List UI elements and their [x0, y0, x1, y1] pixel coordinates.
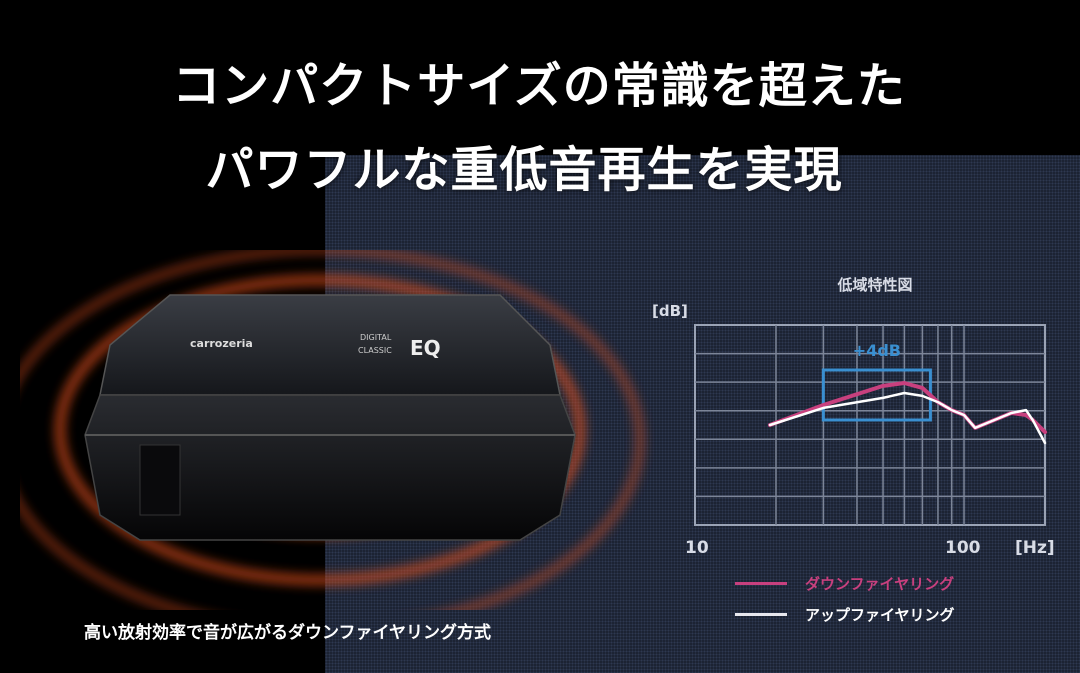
annotation-label: +4dB [853, 341, 901, 360]
legend-item-up-firing: アップファイヤリング [735, 604, 955, 625]
headline-line-1: コンパクトサイズの常識を超えた [172, 58, 906, 114]
plot-frame [694, 324, 1046, 526]
x-tick-label-100: 100 [945, 538, 981, 558]
badge-digital: DIGITAL [360, 333, 392, 342]
x-tick-label-10: 10 [685, 538, 709, 558]
legend-label-up: アップファイヤリング [805, 606, 955, 624]
series-line-down-firing [768, 381, 1047, 435]
legend-label-down: ダウンファイヤリング [805, 575, 955, 593]
x-axis-label: [Hz] [1015, 538, 1055, 558]
brand-logo-text: carrozeria [190, 337, 253, 350]
caption-text: 高い放射効率で音が広がるダウンファイヤリング方式 [84, 623, 491, 643]
legend-swatch-up [735, 613, 787, 616]
product-image-subwoofer: carrozeria DIGITAL CLASSIC EQ [84, 294, 576, 541]
legend-item-down-firing: ダウンファイヤリング [735, 573, 954, 594]
chart-title: 低域特性図 [837, 276, 913, 294]
headline-line-2: パワフルな重低音再生を実現 [205, 142, 843, 198]
badge-eq: EQ [410, 336, 441, 360]
dotted-background-panel [325, 155, 1080, 673]
badge-classic: CLASSIC [358, 346, 392, 355]
legend-swatch-down [735, 582, 787, 585]
series-line-up-firing [768, 391, 1047, 445]
y-axis-label: [dB] [652, 302, 688, 320]
